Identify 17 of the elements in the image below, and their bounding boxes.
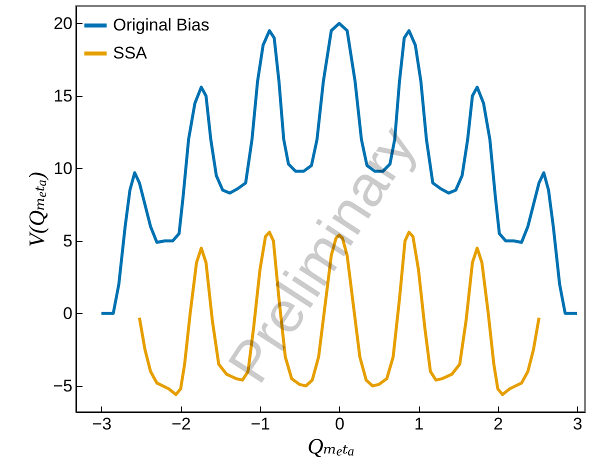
y-tick-label: 10 [54, 158, 72, 178]
x-tick-label: 0 [334, 414, 344, 434]
x-tick-label: 1 [414, 414, 424, 434]
y-tick-label: 15 [54, 86, 72, 106]
legend-label: Original Bias [113, 16, 210, 34]
y-tick-label: 20 [54, 14, 72, 33]
x-tick-label: −1 [250, 414, 270, 434]
x-tick-label: 2 [494, 414, 504, 434]
x-tick-label: −3 [92, 414, 112, 434]
y-tick-label: −5 [53, 376, 72, 396]
y-axis-title: V(Qₘₑₜₐ) [24, 172, 50, 248]
x-tick-label: 3 [572, 414, 582, 434]
y-tick-label: 0 [63, 304, 72, 323]
x-axis-title: Qₘₑₜₐ [307, 434, 355, 458]
y-tick-label: 5 [63, 231, 72, 250]
legend-label: SSA [113, 44, 148, 62]
x-tick-label: −2 [171, 414, 191, 434]
